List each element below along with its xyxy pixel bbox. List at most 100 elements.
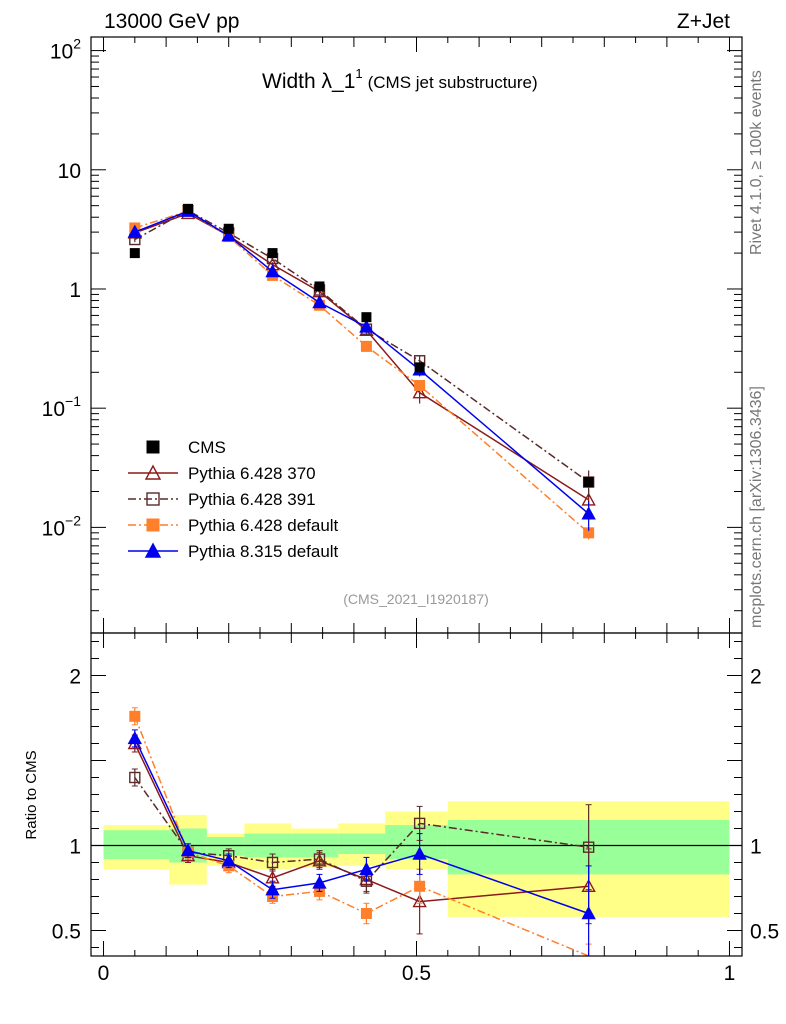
series-marker bbox=[312, 295, 327, 309]
ratio-plot-panel: 0 0.5 1 2 2 1 1 0.5 0.5 Ratio to CMS bbox=[23, 632, 779, 985]
side-label-bottom: mcplots.cern.ch [arXiv:1306.3436] bbox=[748, 386, 765, 628]
legend-marker bbox=[146, 440, 160, 454]
legend-label: Pythia 6.428 370 bbox=[188, 464, 316, 483]
y-tick-label-exponent: −2 bbox=[65, 512, 81, 528]
x-tick-label: 0.5 bbox=[402, 962, 431, 985]
data-point bbox=[129, 248, 140, 259]
ratio-series-marker bbox=[313, 853, 326, 865]
series-marker bbox=[359, 319, 374, 333]
ratio-series-marker bbox=[312, 875, 327, 889]
series-line bbox=[134, 210, 590, 534]
plot-title-text: Width λ_1 bbox=[262, 70, 355, 93]
header-left: 13000 GeV pp bbox=[104, 10, 239, 33]
legend-entry: Pythia 6.428 default bbox=[128, 516, 339, 535]
ratio-series-marker bbox=[129, 771, 141, 784]
y-tick-label: 10−1 bbox=[42, 393, 82, 421]
y-tick-label: 10 bbox=[58, 160, 81, 183]
y-tick-label: 1 bbox=[69, 279, 81, 302]
legend-entry: Pythia 6.428 370 bbox=[128, 464, 316, 483]
series-marker bbox=[414, 379, 426, 391]
data-point bbox=[314, 281, 325, 292]
data-point bbox=[183, 203, 194, 214]
ratio-series-marker bbox=[412, 846, 427, 860]
y-tick-label-base: 10 bbox=[50, 41, 73, 64]
ratio-series-marker bbox=[412, 894, 427, 908]
series-marker bbox=[221, 228, 236, 242]
main-plot-content bbox=[127, 203, 596, 540]
legend-label: Pythia 6.428 default bbox=[188, 516, 339, 535]
ratio-series-marker bbox=[360, 908, 372, 919]
data-point bbox=[223, 223, 234, 234]
series-line bbox=[134, 210, 590, 515]
ratio-series-marker bbox=[414, 880, 426, 892]
legend-marker bbox=[144, 464, 162, 480]
ratio-y-tick-label: 1 bbox=[69, 836, 81, 859]
analysis-id: (CMS_2021_I1920187) bbox=[343, 591, 489, 607]
side-label-top: Rivet 4.1.0, ≥ 100k events bbox=[748, 70, 765, 255]
y-tick-label-base: 1 bbox=[69, 279, 81, 302]
ratio-y-tick-label-right: 0.5 bbox=[750, 921, 779, 944]
data-point bbox=[267, 248, 278, 259]
ratio-y-tick-label: 0.5 bbox=[52, 921, 81, 944]
plot-title-sup: 1 bbox=[355, 66, 362, 81]
series-marker bbox=[412, 385, 427, 399]
series-line bbox=[134, 209, 590, 483]
ratio-series-marker bbox=[581, 906, 596, 920]
x-tick-label: 0 bbox=[98, 962, 110, 985]
ratio-y-tick-label-right: 1 bbox=[750, 836, 762, 859]
ratio-axes: 0 0.5 1 2 2 1 1 0.5 0.5 bbox=[52, 633, 779, 985]
y-tick-label-exponent: 2 bbox=[73, 36, 81, 52]
ratio-y-tick-label-right: 2 bbox=[750, 666, 762, 689]
ratio-series-marker bbox=[129, 710, 141, 722]
y-tick-label-base: 10 bbox=[42, 398, 65, 421]
ratio-series-marker bbox=[127, 730, 142, 745]
legend: CMS Pythia 6.428 370 Pythia 6.428 391 Pythi… bbox=[128, 438, 339, 561]
ratio-series-marker bbox=[221, 853, 236, 867]
plot-subtitle: (CMS jet substructure) bbox=[368, 73, 538, 92]
legend-label: Pythia 8.315 default bbox=[188, 542, 339, 561]
series-3 bbox=[127, 203, 596, 531]
data-series bbox=[129, 203, 594, 488]
data-point bbox=[414, 362, 425, 373]
legend-label: Pythia 6.428 391 bbox=[188, 490, 316, 509]
ratio-series-marker bbox=[266, 856, 279, 869]
ratio-series-marker bbox=[359, 861, 374, 875]
ratio-series-line bbox=[134, 716, 589, 957]
series-marker bbox=[581, 506, 596, 520]
header-right: Z+Jet bbox=[677, 10, 730, 33]
y-tick-label-base: 10 bbox=[42, 517, 65, 540]
ratio-series-marker bbox=[582, 841, 595, 853]
legend-label: CMS bbox=[188, 438, 226, 457]
ratio-plot-content bbox=[91, 707, 742, 957]
x-tick-label: 1 bbox=[724, 962, 736, 985]
series-line bbox=[134, 212, 590, 501]
y-tick-label-base: 10 bbox=[58, 160, 81, 183]
ratio-series-line bbox=[134, 743, 589, 903]
ratio-series-marker bbox=[265, 882, 280, 896]
ratio-stat-uncertainty-band bbox=[103, 830, 170, 860]
ratio-series-marker bbox=[413, 817, 426, 830]
data-point bbox=[361, 312, 372, 323]
series-marker bbox=[265, 264, 280, 278]
ratio-stat-uncertainty-band bbox=[206, 837, 245, 856]
legend-entry: Pythia 6.428 391 bbox=[128, 490, 316, 509]
plot-title: Width λ_11 (CMS jet substructure) bbox=[262, 66, 538, 93]
series-marker bbox=[127, 224, 142, 238]
legend-marker bbox=[146, 518, 160, 532]
y-tick-label: 102 bbox=[50, 36, 81, 64]
y-tick-label-exponent: −1 bbox=[65, 393, 81, 409]
legend-marker bbox=[144, 542, 162, 558]
data-point bbox=[583, 477, 594, 488]
ratio-ylabel: Ratio to CMS bbox=[23, 750, 40, 839]
legend-marker bbox=[146, 492, 160, 506]
series-marker bbox=[360, 340, 372, 352]
ratio-y-tick-label: 2 bbox=[69, 666, 81, 689]
ratio-series-3 bbox=[127, 729, 596, 957]
y-tick-label: 10−2 bbox=[42, 512, 82, 540]
legend-entry: Pythia 8.315 default bbox=[128, 542, 339, 561]
ratio-stat-uncertainty-band bbox=[338, 833, 386, 854]
ratio-series-marker bbox=[180, 843, 196, 857]
